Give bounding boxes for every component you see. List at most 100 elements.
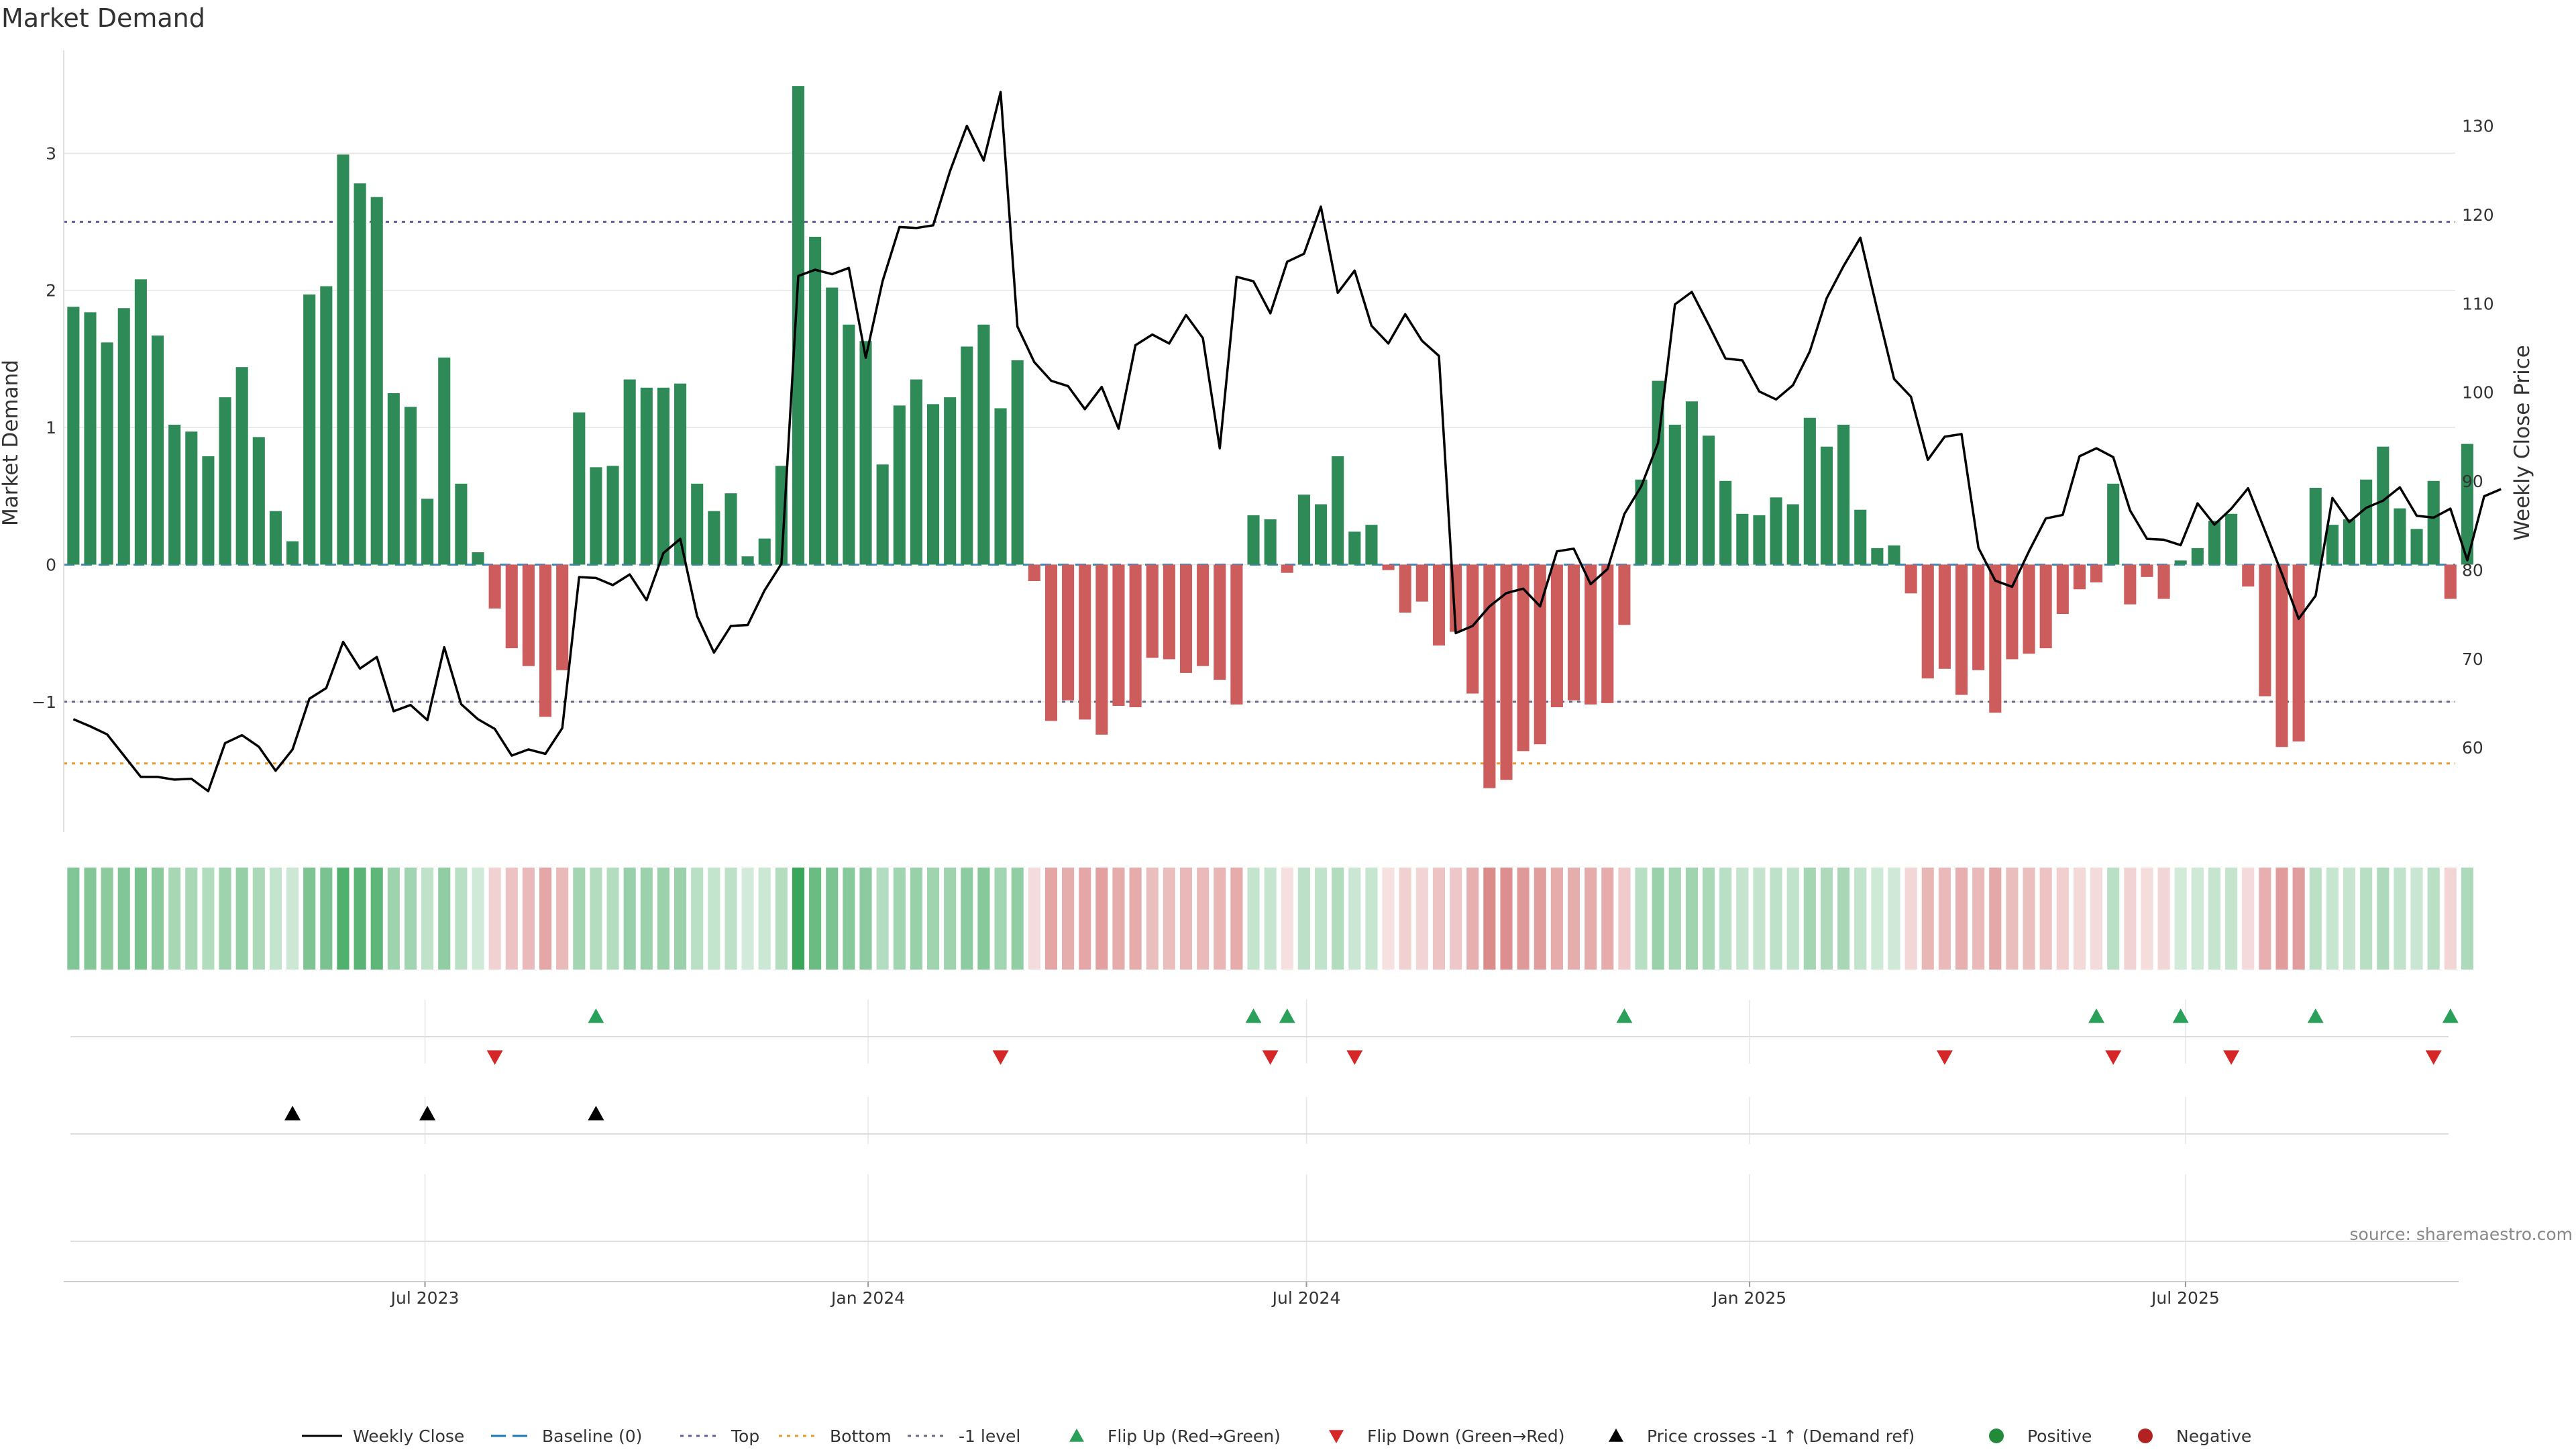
heat-cell-positive xyxy=(926,868,940,970)
heat-cell-positive xyxy=(404,868,417,970)
legend-item: Flip Up (Red→Green) xyxy=(1069,1427,1281,1446)
negative-demand-bar xyxy=(2090,564,2103,583)
heat-cell-positive xyxy=(202,868,215,970)
heat-cell-positive xyxy=(961,868,973,970)
positive-demand-bar xyxy=(1786,504,1799,565)
negative-demand-bar xyxy=(2157,564,2170,599)
positive-demand-bar xyxy=(455,483,468,565)
flip-up-marker xyxy=(1279,1008,1295,1023)
positive-demand-bar xyxy=(1365,525,1378,565)
positive-demand-bar xyxy=(1753,515,1766,565)
heat-cell-positive xyxy=(151,868,164,970)
heat-cell-positive xyxy=(809,868,822,970)
negative-demand-bar xyxy=(2124,564,2137,605)
heat-cell-negative xyxy=(2157,868,2170,970)
heat-cell-negative xyxy=(1432,868,1446,970)
heat-cell-negative xyxy=(1450,868,1462,970)
heat-cell-positive xyxy=(117,868,130,970)
negative-demand-bar xyxy=(1483,564,1496,788)
positive-demand-bar xyxy=(2394,508,2406,565)
heat-cell-negative xyxy=(1466,868,1479,970)
negative-demand-bar xyxy=(1517,564,1529,751)
positive-demand-bar xyxy=(1837,424,1850,565)
flip-up-marker xyxy=(2172,1008,2189,1023)
heat-cell-positive xyxy=(674,868,687,970)
negative-demand-bar xyxy=(1197,564,1210,666)
heat-cell-positive xyxy=(2191,868,2204,970)
positive-demand-bar xyxy=(202,456,215,565)
flip-up-marker xyxy=(2307,1008,2324,1023)
heat-cell-negative xyxy=(1146,868,1159,970)
heat-cell-positive xyxy=(1315,868,1328,970)
negative-demand-bar xyxy=(2275,564,2288,747)
heat-cell-positive xyxy=(1736,868,1749,970)
heat-cell-positive xyxy=(1820,868,1833,970)
reference-lines xyxy=(64,220,2455,765)
flip-up-marker xyxy=(588,1008,604,1023)
heat-cell-positive xyxy=(2326,868,2339,970)
heat-cell-positive xyxy=(269,868,282,970)
positive-demand-bar xyxy=(252,437,265,565)
flip-up-marker xyxy=(2442,1008,2459,1023)
negative-demand-bar xyxy=(1585,564,1597,705)
heat-cell-positive xyxy=(843,868,855,970)
heat-cell-positive xyxy=(354,868,366,970)
y-tick-label: 1 xyxy=(46,418,56,437)
positive-demand-bar xyxy=(472,552,484,565)
heat-cell-positive xyxy=(623,868,636,970)
heat-cell-negative xyxy=(1585,868,1597,970)
negative-demand-bar xyxy=(1938,564,1951,669)
negative-demand-bar xyxy=(556,564,569,670)
heat-cell-negative xyxy=(2259,868,2271,970)
positive-demand-bar xyxy=(775,466,788,565)
positive-demand-bar xyxy=(134,279,147,565)
heat-cell-negative xyxy=(2073,868,2086,970)
legend-label: Flip Down (Green→Red) xyxy=(1367,1427,1565,1446)
heat-cell-positive xyxy=(472,868,484,970)
heat-cell-negative xyxy=(1399,868,1411,970)
positive-demand-bar xyxy=(2174,560,2187,565)
heat-cell-positive xyxy=(1668,868,1681,970)
heat-cell-positive xyxy=(84,868,97,970)
legend-swatch-triangle-up xyxy=(1069,1429,1084,1442)
negative-demand-bar xyxy=(2073,564,2086,590)
heat-cell-positive xyxy=(826,868,839,970)
heat-cell-positive xyxy=(758,868,771,970)
flip-down-marker xyxy=(1936,1050,1953,1065)
heat-cell-positive xyxy=(455,868,468,970)
positive-demand-bar xyxy=(1264,519,1277,565)
positive-demand-bar xyxy=(185,431,198,565)
flip-up-marker xyxy=(2088,1008,2105,1023)
heat-cell-negative xyxy=(488,868,501,970)
negative-demand-bar xyxy=(1062,564,1075,701)
negative-demand-bar xyxy=(1382,564,1395,570)
heat-cell-positive xyxy=(370,868,383,970)
positive-demand-bar xyxy=(926,404,940,565)
positive-demand-bar xyxy=(1315,504,1328,565)
positive-demand-bar xyxy=(590,467,602,565)
x-tick-label: Jul 2025 xyxy=(2150,1288,2220,1308)
positive-demand-bar xyxy=(1719,480,1732,565)
heat-cell-positive xyxy=(910,868,922,970)
heat-cell-positive xyxy=(1685,868,1698,970)
positive-demand-bar xyxy=(117,308,130,565)
heat-cell-negative xyxy=(1163,868,1175,970)
negative-demand-bar xyxy=(1281,564,1293,573)
positive-demand-bar xyxy=(2191,548,2204,565)
negative-demand-bar xyxy=(1567,564,1580,701)
heat-cell-positive xyxy=(640,868,653,970)
positive-demand-bar xyxy=(219,397,231,565)
heat-cell-positive xyxy=(337,868,350,970)
negative-demand-bar xyxy=(539,564,552,717)
heat-cell-negative xyxy=(1601,868,1614,970)
heat-cell-negative xyxy=(1230,868,1243,970)
demand-heat-strip xyxy=(67,868,2473,970)
demand-bars xyxy=(67,86,2473,788)
heat-cell-negative xyxy=(1517,868,1529,970)
y-tick-label: 2 xyxy=(46,281,56,301)
negative-demand-bar xyxy=(1972,564,1985,670)
legend-label: Flip Up (Red→Green) xyxy=(1108,1427,1281,1446)
gridlines xyxy=(64,152,2455,1282)
positive-demand-bar xyxy=(1820,446,1833,565)
